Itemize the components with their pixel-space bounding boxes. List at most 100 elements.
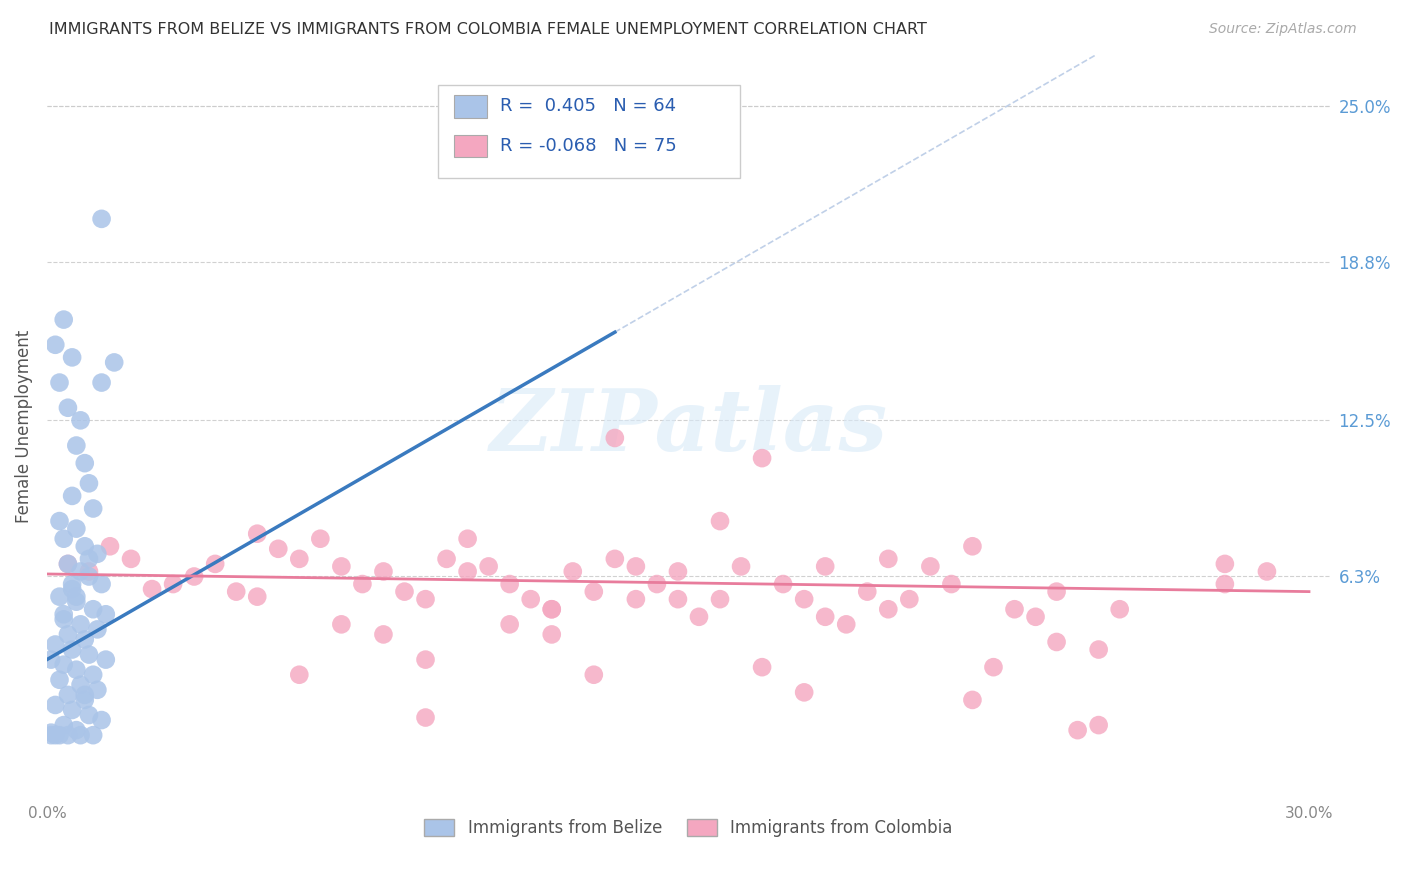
Point [60,351,83,365]
Point [86,547,108,561]
Point [415,652,437,666]
Point [246,526,269,541]
Point [60,703,83,717]
Point [352,577,374,591]
Point [44,338,66,352]
Point [69,565,91,579]
Point [856,584,879,599]
Point [1045,584,1067,599]
Point [793,685,815,699]
Point [52,718,75,732]
Point [73,456,96,470]
Point [288,667,311,681]
Point [56,557,79,571]
Text: R = -0.068   N = 75: R = -0.068 N = 75 [501,136,676,155]
Point [77,552,100,566]
Point [330,617,353,632]
Point [94,607,117,622]
Point [877,602,900,616]
Text: IMMIGRANTS FROM BELIZE VS IMMIGRANTS FROM COLOMBIA FEMALE UNEMPLOYMENT CORRELATI: IMMIGRANTS FROM BELIZE VS IMMIGRANTS FRO… [49,22,927,37]
Point [48,376,70,390]
Point [1213,577,1236,591]
Point [415,710,437,724]
Point [814,609,837,624]
Point [44,728,66,742]
Point [48,673,70,687]
Point [94,652,117,666]
Point [1087,718,1109,732]
Point [44,638,66,652]
Point [267,541,290,556]
Point [330,559,353,574]
Point [436,552,458,566]
Point [603,431,626,445]
Point [603,552,626,566]
Point [1108,602,1130,616]
Point [77,708,100,723]
Point [457,565,479,579]
Point [751,451,773,466]
Point [77,565,100,579]
Point [73,632,96,647]
Point [98,539,121,553]
Point [52,312,75,326]
Point [709,514,731,528]
Point [498,617,520,632]
Point [141,582,163,596]
Point [65,595,87,609]
Text: R =  0.405   N = 64: R = 0.405 N = 64 [501,97,676,115]
Point [415,592,437,607]
Point [48,590,70,604]
Point [69,413,91,427]
Point [582,584,605,599]
Point [52,607,75,622]
Point [540,602,562,616]
Point [519,592,541,607]
Point [69,728,91,742]
Point [90,211,112,226]
Point [1025,609,1047,624]
Point [373,565,395,579]
Bar [454,95,486,118]
Point [246,590,269,604]
Point [82,667,104,681]
Point [1004,602,1026,616]
Point [77,476,100,491]
Point [65,663,87,677]
Point [478,559,501,574]
Point [69,678,91,692]
Point [540,602,562,616]
Point [1087,642,1109,657]
Point [60,642,83,657]
Point [86,623,108,637]
Point [688,609,710,624]
Point [457,532,479,546]
Point [73,539,96,553]
Point [56,557,79,571]
FancyBboxPatch shape [439,85,740,178]
Point [48,514,70,528]
Point [82,602,104,616]
Point [561,565,583,579]
Point [56,728,79,742]
Point [962,693,984,707]
Point [52,612,75,626]
Point [69,617,91,632]
Y-axis label: Female Unemployment: Female Unemployment [15,330,32,524]
Point [309,532,332,546]
Point [73,688,96,702]
Point [793,592,815,607]
Point [60,489,83,503]
Point [56,627,79,641]
Point [56,401,79,415]
Point [39,652,62,666]
Point [1045,635,1067,649]
Point [666,565,689,579]
Point [772,577,794,591]
Point [814,559,837,574]
Point [730,559,752,574]
Text: ZIPatlas: ZIPatlas [489,384,887,468]
Point [56,688,79,702]
Point [225,584,247,599]
Point [60,577,83,591]
